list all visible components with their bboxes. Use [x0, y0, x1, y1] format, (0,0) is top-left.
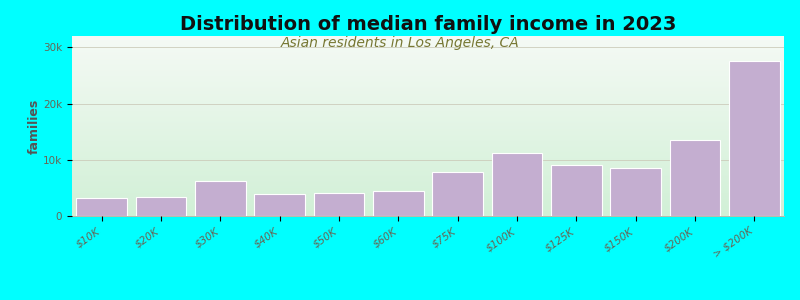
- Bar: [433, 172, 483, 216]
- Bar: [670, 140, 720, 216]
- Bar: [492, 153, 542, 216]
- Bar: [254, 194, 305, 216]
- Bar: [77, 198, 127, 216]
- Bar: [314, 193, 364, 216]
- Bar: [551, 165, 602, 216]
- Bar: [373, 191, 423, 216]
- Bar: [610, 168, 661, 216]
- Text: Asian residents in Los Angeles, CA: Asian residents in Los Angeles, CA: [281, 36, 519, 50]
- Bar: [195, 181, 246, 216]
- Bar: [729, 61, 779, 216]
- Y-axis label: families: families: [27, 98, 40, 154]
- Bar: [136, 197, 186, 216]
- Title: Distribution of median family income in 2023: Distribution of median family income in …: [180, 15, 676, 34]
